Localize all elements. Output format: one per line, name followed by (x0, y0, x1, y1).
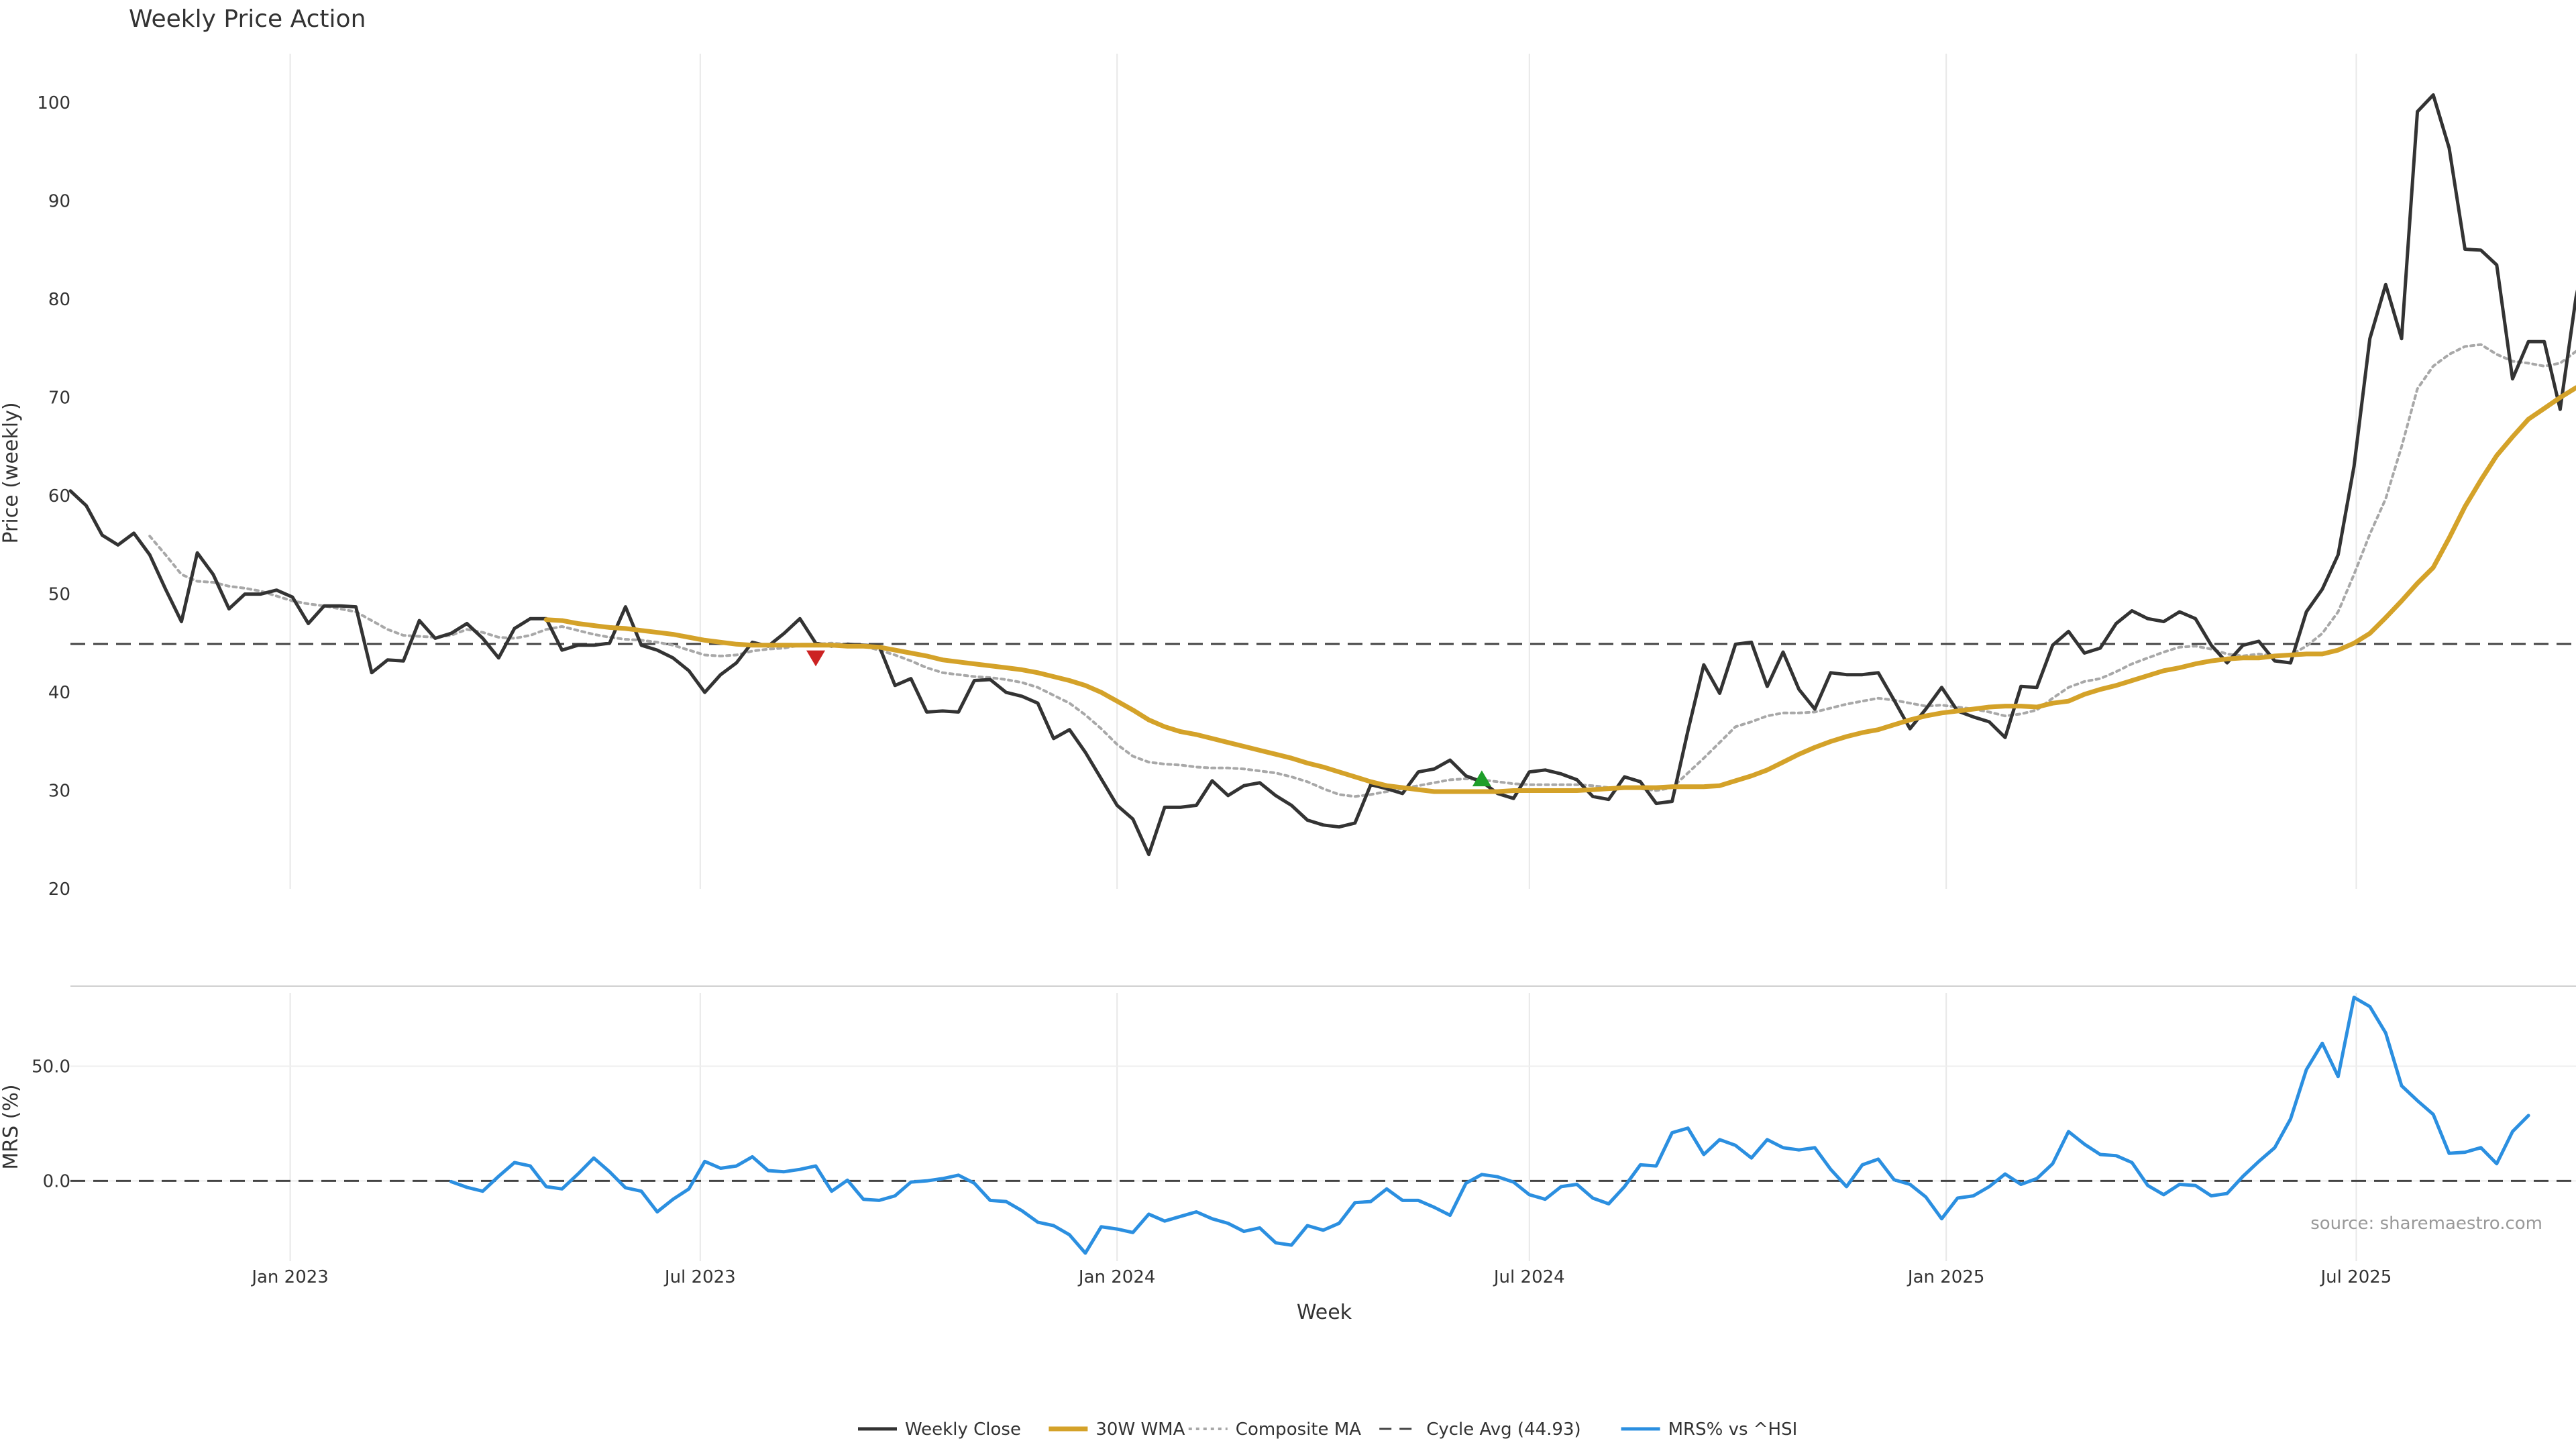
price-y-tick-label: 60 (48, 486, 70, 506)
x-axis-title: Week (1297, 1301, 1352, 1324)
chart-legend: Weekly Close 30W WMA Composite MA Cycle Avg… (858, 1419, 1797, 1440)
price-y-tick-label: 30 (48, 782, 70, 802)
source-annotation: source: sharemaestro.com (2310, 1214, 2542, 1234)
series-layer (68, 93, 2576, 1255)
x-tick-label: Jan 2023 (250, 1267, 329, 1287)
legend-label: MRS% vs ^HSI (1668, 1419, 1798, 1440)
buy-signal-marker (1472, 770, 1491, 787)
price-y-tick-label: 70 (48, 388, 70, 409)
legend-label: 30W WMA (1095, 1419, 1185, 1440)
chart-title: Weekly Price Action (129, 5, 366, 33)
x-tick-label: Jan 2024 (1077, 1267, 1156, 1287)
series-line-weekly-close (68, 93, 2576, 857)
legend-label: Weekly Close (905, 1419, 1021, 1440)
series-line-composite-ma (148, 343, 2576, 798)
sell-signal-marker (806, 650, 826, 667)
mrs-y-axis-title: MRS (%) (0, 1084, 23, 1169)
price-y-tick-label: 40 (48, 683, 70, 703)
legend-label: Cycle Avg (44.93) (1426, 1419, 1580, 1440)
price-y-ticks: 20 30 40 50 60 70 80 90 100 (37, 93, 70, 900)
series-line-mrs (449, 996, 2530, 1255)
x-tick-label: Jul 2024 (1493, 1267, 1565, 1287)
legend-label: Composite MA (1236, 1419, 1361, 1440)
signal-markers (806, 650, 1491, 787)
mrs-y-ticks: 0.0 50.0 (32, 1057, 70, 1191)
x-tick-label: Jul 2023 (663, 1267, 736, 1287)
price-y-tick-label: 20 (48, 879, 70, 900)
x-ticks: Jan 2023 Jul 2023 Jan 2024 Jul 2024 Jan 2025… (250, 1267, 2392, 1287)
mrs-y-tick-label: 0.0 (43, 1171, 70, 1191)
price-y-tick-label: 80 (48, 290, 70, 310)
price-y-tick-label: 100 (37, 93, 70, 113)
price-y-tick-label: 90 (48, 192, 70, 212)
price-y-tick-label: 50 (48, 585, 70, 605)
mrs-y-tick-label: 50.0 (32, 1057, 70, 1077)
series-line-wma30 (543, 385, 2576, 794)
x-tick-label: Jan 2025 (1907, 1267, 1985, 1287)
price-y-axis-title: Price (weekly) (0, 402, 23, 543)
x-tick-label: Jul 2025 (2320, 1267, 2392, 1287)
